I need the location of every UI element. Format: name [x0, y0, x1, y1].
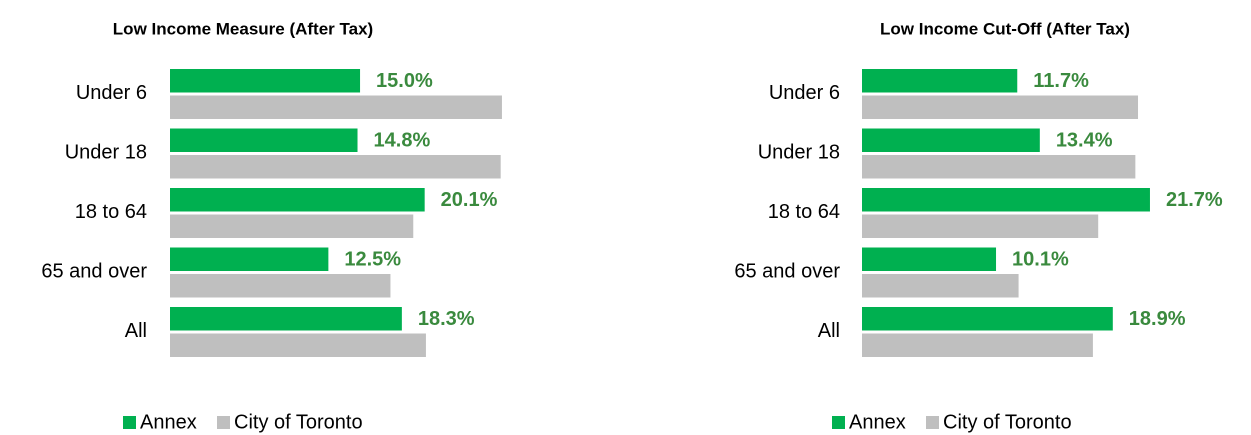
value-label: 18.3%	[418, 308, 475, 330]
legend-label: City of Toronto	[234, 411, 363, 433]
bar	[862, 69, 1018, 93]
legend-label: Annex	[140, 411, 197, 433]
bar	[170, 274, 391, 298]
value-label: 13.4%	[1056, 130, 1113, 152]
chart-title: Low Income Measure (After Tax)	[113, 19, 373, 38]
bar	[170, 307, 402, 331]
category-label: 65 and over	[734, 260, 840, 282]
value-label: 14.8%	[374, 130, 431, 152]
value-label: 12.5%	[344, 249, 401, 271]
legend-swatch	[926, 416, 939, 429]
legend-swatch	[123, 416, 136, 429]
bar	[862, 307, 1113, 331]
bar	[862, 155, 1136, 179]
bar	[862, 274, 1019, 298]
bar	[170, 188, 425, 212]
bar	[170, 333, 426, 357]
category-label: Under 18	[65, 141, 147, 163]
value-label: 15.0%	[376, 70, 433, 92]
legend-swatch	[217, 416, 230, 429]
legend-label: City of Toronto	[943, 411, 1072, 433]
category-label: Under 6	[76, 82, 147, 104]
category-label: All	[818, 320, 840, 342]
value-label: 10.1%	[1012, 249, 1069, 271]
bar	[170, 155, 501, 179]
bar	[170, 247, 329, 271]
category-label: Under 6	[769, 82, 840, 104]
bar	[862, 247, 997, 271]
bar	[170, 128, 358, 152]
bar	[862, 214, 1099, 238]
category-label: 65 and over	[41, 260, 147, 282]
bar	[862, 128, 1040, 152]
bar	[170, 69, 361, 93]
bar	[170, 214, 414, 238]
value-label: 20.1%	[441, 189, 498, 211]
bar	[862, 188, 1150, 212]
value-label: 21.7%	[1166, 189, 1223, 211]
category-label: All	[125, 320, 147, 342]
category-label: 18 to 64	[768, 201, 840, 223]
legend-label: Annex	[849, 411, 906, 433]
category-label: 18 to 64	[75, 201, 147, 223]
value-label: 18.9%	[1129, 308, 1186, 330]
bar	[862, 95, 1139, 119]
legend-swatch	[832, 416, 845, 429]
chart-title: Low Income Cut-Off (After Tax)	[880, 19, 1130, 38]
bar	[170, 95, 502, 119]
bar	[862, 333, 1093, 357]
category-label: Under 18	[758, 141, 840, 163]
value-label: 11.7%	[1033, 70, 1089, 92]
